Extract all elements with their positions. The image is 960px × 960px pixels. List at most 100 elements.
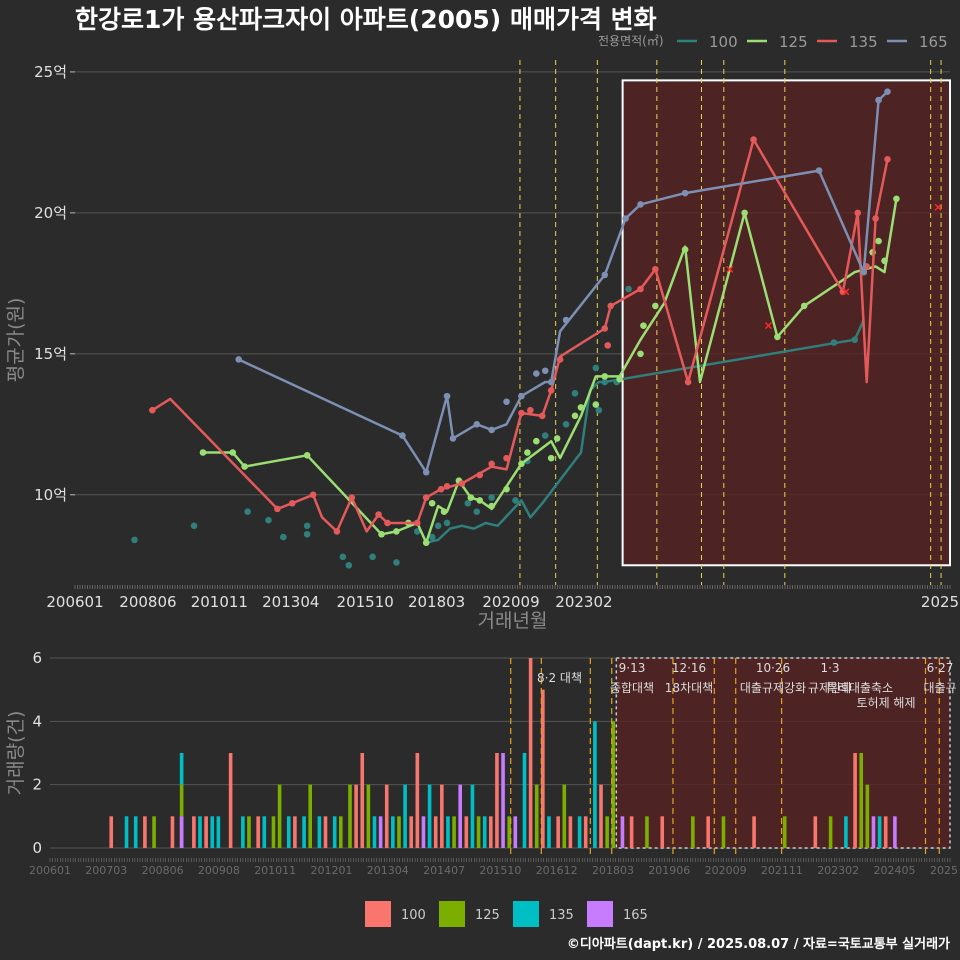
data-point-100 — [280, 533, 287, 541]
data-point-165 — [884, 88, 891, 95]
bar-legend-label-125: 125 — [475, 908, 500, 923]
bar-x-tick-label: 201906 — [648, 864, 690, 877]
volume-bar-165 — [458, 784, 463, 848]
bar-legend-label-100: 100 — [401, 908, 426, 923]
data-point-100 — [428, 533, 436, 541]
data-point-100 — [625, 285, 632, 293]
volume-bar-125 — [507, 816, 511, 848]
volume-bar-100 — [853, 753, 857, 848]
volume-bar-125 — [859, 753, 864, 848]
volume-bar-125 — [605, 816, 609, 848]
data-point-125 — [524, 449, 531, 456]
data-point-135 — [854, 209, 862, 217]
volume-bar-125 — [152, 816, 156, 848]
volume-bar-100 — [883, 816, 888, 848]
volume-bar-100 — [415, 753, 420, 848]
data-point-125 — [503, 485, 510, 493]
volume-bar-135 — [198, 816, 202, 848]
data-point-125 — [241, 463, 248, 470]
data-point-125 — [378, 530, 385, 538]
event-date-label: 8·2 대책 — [537, 670, 582, 685]
volume-bar-100 — [583, 816, 588, 848]
volume-bar-100 — [706, 816, 710, 848]
volume-bar-135 — [124, 816, 129, 848]
data-point-125 — [577, 404, 585, 411]
volume-bar-165 — [421, 816, 426, 848]
bar-x-tick-label: 2025 — [930, 864, 958, 877]
data-point-165 — [488, 426, 495, 434]
volume-bar-100 — [440, 784, 444, 848]
data-point-165 — [422, 468, 430, 476]
data-point-100 — [592, 364, 600, 372]
data-point-135 — [884, 156, 891, 163]
x-tick-label: 201510 — [337, 593, 394, 611]
data-point-165 — [443, 392, 451, 400]
data-point-100 — [571, 389, 579, 397]
volume-bar-125 — [691, 816, 695, 848]
event-name-label: 대출규 — [923, 681, 956, 695]
legend-label-125: 125 — [779, 33, 808, 51]
y-axis-title: 평균가(원) — [5, 298, 27, 383]
data-point-125 — [488, 502, 495, 510]
data-point-100 — [190, 522, 198, 530]
volume-bar-125 — [534, 784, 539, 848]
data-point-135 — [274, 505, 281, 513]
bar-y-axis-title: 거래량(건) — [5, 711, 27, 796]
bar-y-tick-label: 4 — [32, 712, 42, 730]
data-point-165 — [399, 432, 406, 439]
volume-bar-135 — [482, 816, 487, 848]
bar-legend-swatch-135 — [513, 901, 539, 927]
event-name-label: 대출규제강화 — [740, 681, 806, 695]
volume-bar-135 — [133, 816, 138, 848]
volume-bar-125 — [865, 784, 870, 848]
data-point-135 — [384, 519, 391, 527]
data-point-135 — [750, 136, 757, 143]
data-point-165 — [235, 356, 242, 363]
data-point-125 — [774, 333, 781, 341]
bar-x-tick-label: 202009 — [705, 864, 747, 877]
data-point-125 — [800, 302, 808, 310]
volume-bar-100 — [495, 753, 499, 848]
bar-x-tick-label: 201201 — [311, 864, 353, 877]
data-point-125 — [467, 494, 475, 501]
data-point-100 — [562, 421, 570, 428]
volume-bar-165 — [893, 816, 897, 848]
y-tick-label: 25억 — [34, 63, 67, 81]
data-point-135 — [458, 480, 466, 487]
volume-bar-125 — [308, 784, 313, 848]
volume-bar-100 — [192, 816, 196, 848]
volume-bar-100 — [293, 816, 297, 848]
x-tick-label: 202302 — [555, 593, 612, 611]
data-point-100 — [131, 536, 138, 544]
volume-bar-100 — [599, 784, 603, 848]
data-point-135 — [652, 265, 659, 273]
data-point-125 — [637, 350, 644, 358]
bar-x-tick-label: 200703 — [85, 864, 127, 877]
data-point-135 — [637, 285, 644, 293]
bar-x-tick-label: 201011 — [254, 864, 296, 877]
bar-y-tick-label: 6 — [32, 649, 42, 667]
bar-x-tick-label: 201304 — [367, 864, 409, 877]
data-point-165 — [503, 398, 510, 406]
volume-bar-135 — [470, 784, 475, 848]
data-point-125 — [476, 497, 484, 504]
data-point-135 — [309, 491, 317, 499]
volume-bar-125 — [611, 721, 616, 848]
volume-bar-125 — [562, 784, 567, 848]
data-point-125 — [553, 435, 561, 442]
volume-bar-165 — [620, 816, 625, 848]
data-point-125 — [652, 302, 659, 310]
data-point-165 — [473, 421, 481, 428]
x-tick-label: 201304 — [262, 593, 319, 611]
data-point-135 — [527, 406, 534, 414]
data-point-125 — [422, 539, 430, 547]
volume-bar-100 — [541, 689, 545, 848]
data-point-125 — [428, 499, 436, 507]
volume-bar-125 — [277, 784, 282, 848]
data-point-165 — [601, 271, 609, 279]
legend-title: 전용면적(㎡) — [598, 34, 664, 48]
volume-bar-125 — [271, 816, 276, 848]
data-point-165 — [875, 96, 882, 104]
volume-bar-100 — [752, 816, 756, 848]
